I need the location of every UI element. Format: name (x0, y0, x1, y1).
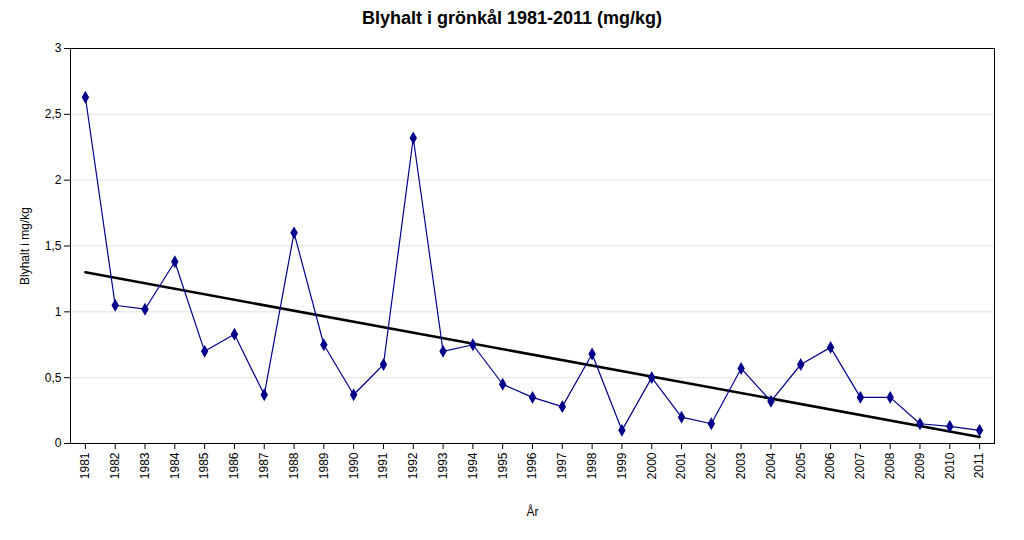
svg-text:1988: 1988 (287, 452, 301, 479)
svg-text:2000: 2000 (645, 452, 659, 479)
svg-text:2008: 2008 (883, 452, 897, 479)
svg-text:1986: 1986 (227, 452, 241, 479)
svg-text:1991: 1991 (376, 452, 390, 479)
svg-text:2003: 2003 (734, 452, 748, 479)
svg-text:1,5: 1,5 (45, 239, 62, 253)
svg-text:2: 2 (55, 173, 62, 187)
html-text:Blyhalt i grönkål 1981-2011 (m: Blyhalt i grönkål 1981-2011 (mg/kg) (361, 8, 663, 28)
svg-text:1998: 1998 (585, 452, 599, 479)
svg-text:1996: 1996 (525, 452, 539, 479)
svg-text:1993: 1993 (436, 452, 450, 479)
svg-text:1: 1 (55, 305, 62, 319)
svg-text:1982: 1982 (108, 452, 122, 479)
svg-text:1999: 1999 (615, 452, 629, 479)
svg-text:Blyhalt i mg/kg: Blyhalt i mg/kg (18, 207, 32, 285)
svg-text:2005: 2005 (794, 452, 808, 479)
svg-text:1989: 1989 (317, 452, 331, 479)
svg-text:2011: 2011 (972, 452, 986, 478)
svg-text:1997: 1997 (555, 452, 569, 479)
svg-text:2009: 2009 (913, 452, 927, 479)
svg-text:1987: 1987 (257, 452, 271, 479)
svg-text:År: År (527, 504, 539, 519)
svg-text:0: 0 (55, 436, 62, 450)
svg-text:1981: 1981 (78, 452, 92, 479)
svg-text:2002: 2002 (704, 452, 718, 479)
svg-text:2001: 2001 (674, 452, 688, 479)
svg-text:2006: 2006 (823, 452, 837, 479)
svg-text:1985: 1985 (197, 452, 211, 479)
svg-text:2007: 2007 (853, 452, 867, 479)
svg-text:0,5: 0,5 (45, 371, 62, 385)
svg-text:2004: 2004 (764, 452, 778, 479)
svg-text:1994: 1994 (466, 452, 480, 479)
svg-text:1995: 1995 (496, 452, 510, 479)
svg-text:2,5: 2,5 (45, 107, 62, 121)
svg-text:3: 3 (55, 41, 62, 55)
svg-text:1992: 1992 (406, 452, 420, 479)
svg-text:1983: 1983 (138, 452, 152, 479)
svg-text:1984: 1984 (168, 452, 182, 479)
svg-text:2010: 2010 (943, 452, 957, 479)
svg-text:1990: 1990 (347, 452, 361, 479)
